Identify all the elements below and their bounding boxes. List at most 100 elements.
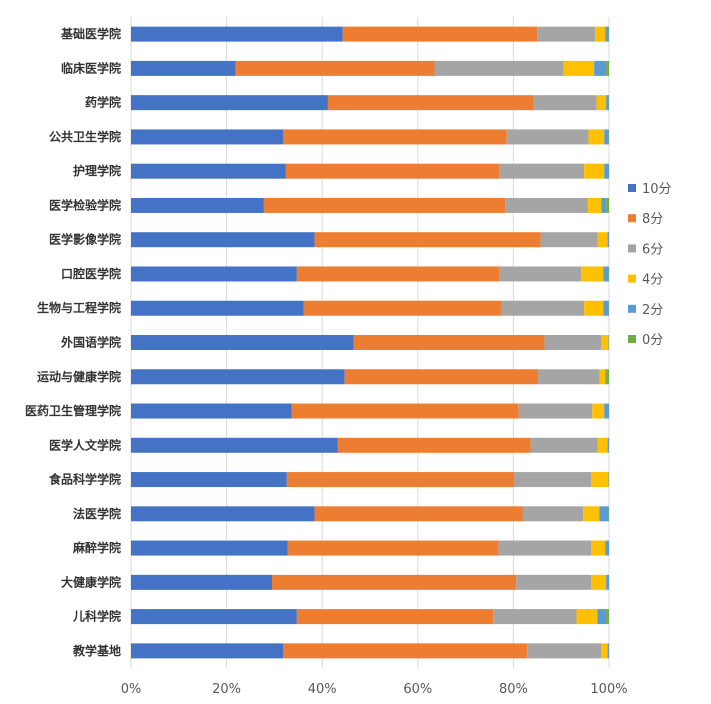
bar-segment-2分 — [607, 643, 609, 659]
bar-segment-8分 — [303, 300, 501, 316]
bar-segment-2分 — [601, 197, 607, 213]
category-label: 教学基地 — [72, 643, 121, 658]
bar-segment-10分 — [131, 609, 297, 625]
bar-segment-4分 — [581, 266, 604, 282]
category-label: 临床医学院 — [61, 60, 121, 75]
bar-segment-10分 — [131, 163, 286, 179]
bar-segment-6分 — [516, 574, 592, 590]
bar-segment-8分 — [283, 643, 528, 659]
bar-segment-4分 — [595, 26, 606, 42]
bar-segment-2分 — [606, 95, 609, 111]
bar-segment-8分 — [296, 266, 500, 282]
category-label: 医学影像学院 — [49, 232, 121, 247]
bar-segment-4分 — [588, 129, 605, 145]
bar-segment-2分 — [599, 506, 609, 522]
legend-label: 6分 — [642, 242, 663, 257]
category-label: 医学人文学院 — [49, 437, 121, 452]
category-label: 大健康学院 — [61, 574, 121, 589]
x-tick-label: 0% — [121, 682, 142, 697]
bar-segment-6分 — [537, 26, 596, 42]
bar-segment-10分 — [131, 643, 284, 659]
bar-segment-10分 — [131, 540, 288, 556]
legend-swatch — [628, 304, 636, 313]
bar-segment-6分 — [544, 335, 602, 350]
category-label: 运动与健康学院 — [37, 369, 121, 384]
bar-segment-4分 — [591, 574, 607, 590]
bar-segment-6分 — [493, 609, 577, 625]
category-label: 生物与工程学院 — [37, 300, 121, 315]
bar-segment-6分 — [500, 300, 585, 316]
bar-segment-10分 — [131, 369, 345, 385]
bar-segment-4分 — [584, 300, 604, 316]
bar-segment-8分 — [314, 506, 523, 522]
category-label: 基础医学院 — [60, 26, 121, 41]
bar-segment-6分 — [499, 266, 582, 282]
bar-segment-6分 — [434, 60, 564, 76]
category-label: 护理学院 — [73, 163, 121, 178]
legend-label: 4分 — [642, 273, 663, 288]
bar-segment-6分 — [498, 540, 592, 556]
legend-swatch — [628, 214, 636, 223]
bar-segment-8分 — [296, 609, 494, 625]
bar-segment-6分 — [522, 506, 584, 522]
bar-segment-0分 — [606, 609, 609, 625]
bar-segment-10分 — [131, 95, 328, 111]
bar-segment-0分 — [606, 60, 609, 76]
bar-segment-10分 — [131, 129, 284, 145]
bar-segment-4分 — [597, 232, 608, 248]
legend-label: 0分 — [642, 333, 663, 348]
legend-label: 8分 — [642, 212, 663, 227]
bar-segment-10分 — [131, 266, 297, 282]
bar-segment-2分 — [607, 232, 609, 248]
bar-segment-10分 — [131, 232, 315, 248]
bar-segment-4分 — [601, 335, 609, 350]
bar-segment-8分 — [327, 95, 533, 111]
bar-segment-6分 — [532, 95, 597, 111]
bar-segment-8分 — [286, 472, 515, 488]
bar-segment-4分 — [591, 472, 609, 488]
x-tick-label: 60% — [403, 682, 432, 697]
bar-segment-6分 — [514, 472, 592, 488]
bar-segment-2分 — [605, 369, 607, 385]
bar-segment-10分 — [131, 403, 292, 419]
bar-segment-2分 — [605, 26, 609, 42]
legend-label: 10分 — [642, 182, 672, 197]
bar-segment-6分 — [530, 437, 598, 453]
bar-segment-8分 — [337, 437, 531, 453]
bar-segment-10分 — [131, 506, 315, 522]
legend-swatch — [628, 335, 636, 343]
bar-segment-10分 — [131, 472, 287, 488]
bar-segment-10分 — [131, 335, 354, 350]
bar-segment-2分 — [607, 437, 609, 453]
bar-segment-6分 — [499, 163, 585, 179]
bar-segment-2分 — [604, 129, 609, 145]
bar-segment-10分 — [131, 60, 236, 76]
bar-segment-10分 — [131, 197, 264, 213]
bar-segment-0分 — [606, 197, 609, 213]
legend-swatch — [628, 184, 636, 192]
bar-segment-2分 — [603, 266, 609, 282]
bar-segment-4分 — [592, 403, 605, 419]
bar-segment-10分 — [131, 26, 343, 42]
category-label: 药学院 — [85, 95, 121, 110]
bar-segment-4分 — [597, 437, 608, 453]
bar-segment-6分 — [538, 369, 600, 385]
bar-segment-8分 — [344, 369, 539, 385]
bar-segment-2分 — [597, 609, 607, 625]
category-label: 法医学院 — [73, 506, 121, 521]
bar-segment-6分 — [506, 129, 589, 145]
bar-segment-2分 — [603, 300, 609, 316]
bar-segment-2分 — [604, 403, 609, 419]
bar-segment-4分 — [587, 197, 602, 213]
bar-segment-6分 — [505, 197, 588, 213]
bar-segment-8分 — [342, 26, 538, 42]
bar-segment-10分 — [131, 574, 273, 590]
bar-segment-4分 — [576, 609, 598, 625]
legend-swatch — [628, 244, 636, 253]
x-tick-label: 80% — [499, 682, 528, 697]
x-tick-label: 40% — [308, 682, 337, 697]
x-tick-label: 20% — [212, 682, 241, 697]
bar-segment-4分 — [591, 540, 606, 556]
bar-segment-4分 — [599, 369, 606, 385]
